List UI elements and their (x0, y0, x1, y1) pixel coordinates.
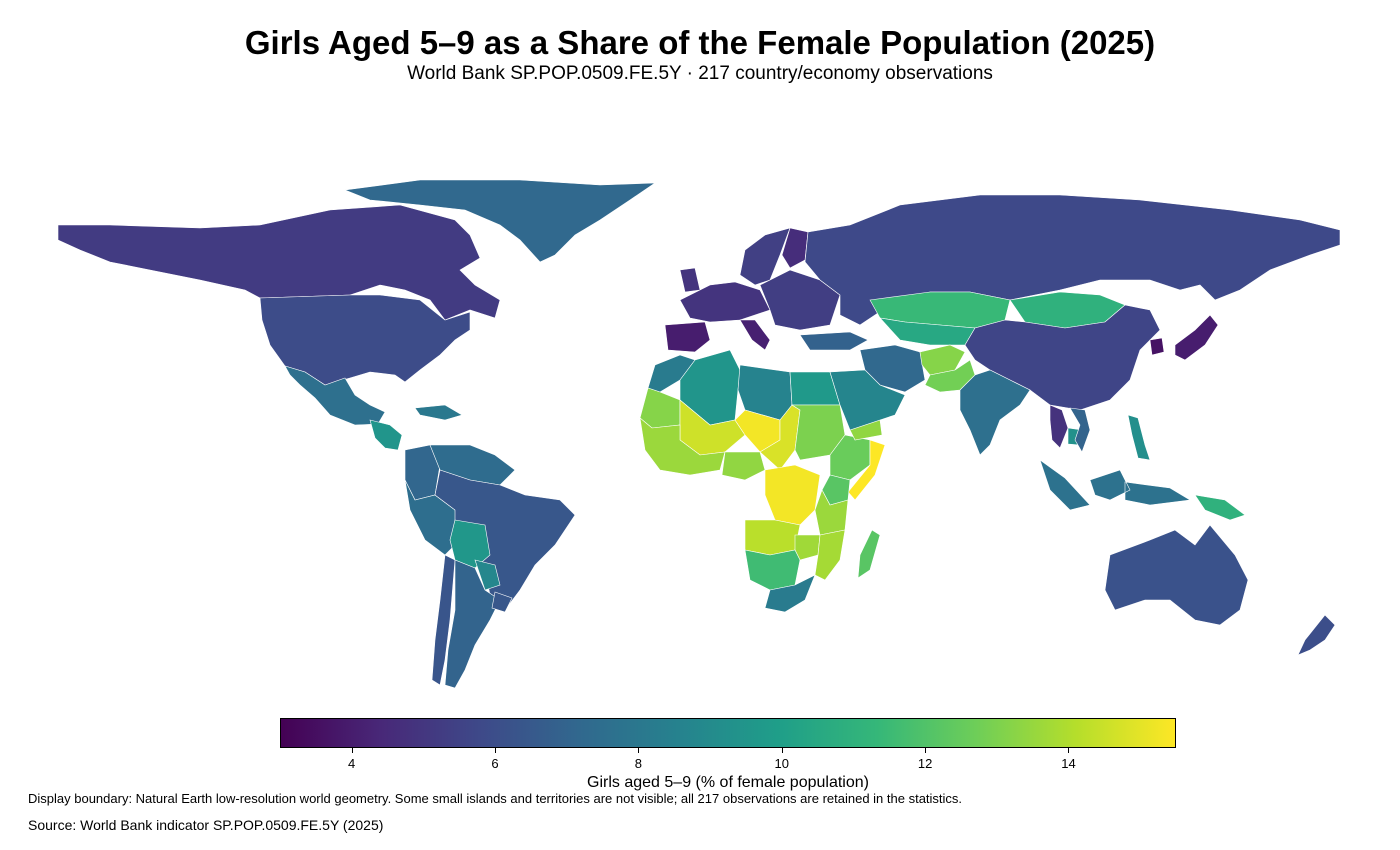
region-caribbean (414, 404, 463, 421)
region-philippines (1127, 414, 1151, 461)
region-argentina (444, 559, 501, 689)
region-mauritania (639, 387, 681, 429)
colorbar-label: Girls aged 5–9 (% of female population) (587, 774, 869, 791)
region-mozambique (814, 529, 846, 581)
region-canada (57, 204, 501, 321)
region-south-korea (1149, 337, 1165, 356)
region-chile (431, 554, 456, 686)
colorbar (280, 718, 1176, 748)
colorbar-tick (351, 748, 353, 753)
region-russia (804, 194, 1341, 326)
boundary-note: Display boundary: Natural Earth low-reso… (28, 791, 963, 806)
region-new-zealand (1297, 614, 1336, 656)
region-central-america (369, 419, 403, 451)
region-vietnam (1069, 407, 1091, 453)
region-india (959, 369, 1031, 456)
region-papua-new-guinea (1194, 494, 1246, 521)
region-eastern-europe (759, 269, 841, 331)
region-somalia (847, 439, 886, 501)
region-turkey (799, 331, 869, 351)
source-note: Source: World Bank indicator SP.POP.0509… (28, 817, 384, 833)
region-nigeria (721, 451, 766, 481)
region-japan (1174, 314, 1219, 361)
map-title: Girls Aged 5–9 as a Share of the Female … (244, 24, 1156, 61)
region-namibia-botswana (744, 549, 801, 591)
region-sudan (790, 404, 846, 461)
region-finland (781, 227, 809, 269)
colorbar-tick-label: 10 (774, 756, 789, 771)
region-dr-congo (764, 464, 821, 526)
region-indonesia (1039, 459, 1191, 511)
map-subtitle: World Bank SP.POP.0509.FE.5Y · 217 count… (407, 63, 993, 84)
region-thailand (1049, 404, 1069, 449)
region-italy (739, 319, 771, 351)
colorbar-tick-label: 8 (634, 756, 642, 771)
region-greenland (343, 179, 657, 263)
region-australia (1104, 524, 1249, 626)
region-paraguay (474, 559, 501, 591)
region-south-africa (764, 574, 816, 613)
region-zambia (794, 534, 821, 561)
colorbar-tick (1068, 748, 1070, 753)
colorbar-tick-label: 14 (1061, 756, 1076, 771)
colorbar-tick-label: 12 (917, 756, 933, 771)
region-angola (744, 519, 801, 556)
region-scandinavia (739, 227, 791, 286)
choropleth-map (57, 179, 1341, 689)
region-mexico (284, 365, 386, 426)
colorbar-tick (638, 748, 640, 753)
colorbar-tick (925, 748, 927, 753)
region-uruguay (491, 591, 513, 613)
region-saudi-arabia (829, 369, 906, 431)
region-iberia (664, 321, 711, 353)
colorbar-ticks: 4 6 8 10 12 14 (280, 748, 1176, 771)
colorbar-tick-label: 6 (491, 756, 499, 771)
colorbar-tick (495, 748, 497, 753)
colorbar-tick (781, 748, 783, 753)
colorbar-tick-label: 4 (348, 756, 356, 771)
region-madagascar (857, 529, 881, 579)
